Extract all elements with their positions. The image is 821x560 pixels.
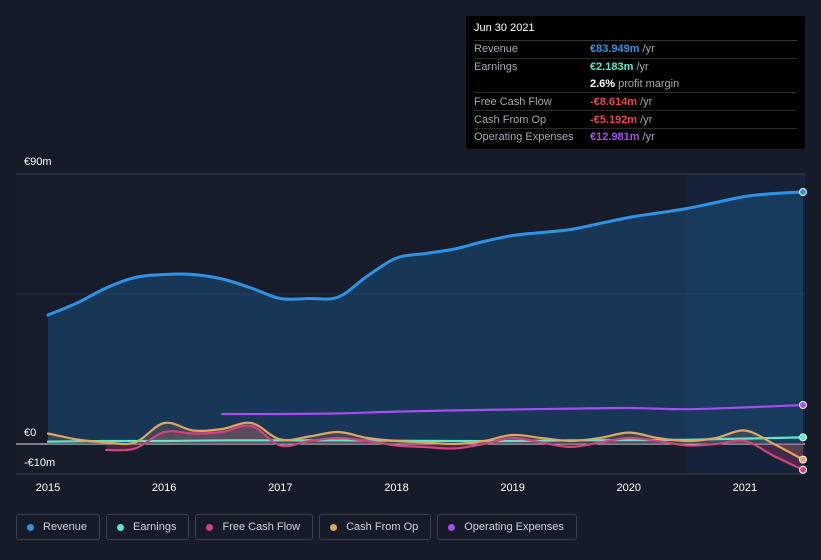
legend-dot-icon xyxy=(27,523,34,531)
legend-label: Revenue xyxy=(43,521,88,533)
tooltip-value: €83.949m xyxy=(590,43,640,56)
tooltip-unit: /yr xyxy=(636,61,649,74)
y-tick-label-zero: €0 xyxy=(24,427,37,439)
legend-item-cash-from-op[interactable]: Cash From Op xyxy=(319,514,432,540)
series-endpoint-free-cash-flow[interactable] xyxy=(799,465,807,474)
tooltip-label: Cash From Op xyxy=(474,113,547,126)
area-cash-from-op xyxy=(48,422,803,460)
y-tick-label-top: €90m xyxy=(24,156,52,168)
series-endpoint-cash-from-op[interactable] xyxy=(799,455,807,464)
series-line-cash-from-op xyxy=(46,421,805,461)
chart-legend: Revenue Earnings Free Cash Flow Cash Fro… xyxy=(16,514,577,540)
x-tick-label: 2020 xyxy=(617,482,641,494)
series-line-revenue xyxy=(46,190,805,317)
legend-item-free-cash-flow[interactable]: Free Cash Flow xyxy=(195,514,314,540)
x-tick-label: 2021 xyxy=(733,482,757,494)
legend-item-operating-expenses[interactable]: Operating Expenses xyxy=(437,514,577,540)
tooltip-unit: /yr xyxy=(642,43,655,56)
tooltip-label: Earnings xyxy=(474,61,518,74)
y-tick-label-bottom: -€10m xyxy=(24,457,56,469)
tooltip-unit: /yr xyxy=(640,95,653,108)
series-endpoint-operating-expenses[interactable] xyxy=(799,401,807,409)
legend-dot-icon xyxy=(448,523,456,531)
x-tick-label: 2018 xyxy=(384,482,408,494)
tooltip-row-opex: Operating Expenses €12.981m /yr xyxy=(474,129,797,146)
tooltip-unit: /yr xyxy=(642,131,655,144)
x-tick-label: 2017 xyxy=(268,482,292,494)
tooltip-value: 2.6% xyxy=(590,77,616,90)
x-tick-label: 2015 xyxy=(36,482,60,494)
legend-dot-icon xyxy=(117,523,125,531)
tooltip-label: Revenue xyxy=(474,43,519,56)
legend-label: Earnings xyxy=(133,521,177,533)
area-revenue xyxy=(48,192,803,444)
legend-item-revenue[interactable]: Revenue xyxy=(16,514,101,540)
tooltip-unit: /yr xyxy=(640,113,653,126)
legend-label: Cash From Op xyxy=(346,521,419,533)
legend-dot-icon xyxy=(330,523,338,531)
tooltip-row-earnings: Earnings €2.183m /yr xyxy=(474,59,797,76)
series-endpoint-earnings[interactable] xyxy=(799,433,807,442)
tooltip-value: €12.981m xyxy=(590,131,640,144)
tooltip-row-margin: 2.6% profit margin xyxy=(474,76,797,94)
series-line-free-cash-flow xyxy=(104,424,805,471)
tooltip-row-revenue: Revenue €83.949m /yr xyxy=(474,41,797,59)
legend-dot-icon xyxy=(206,523,214,531)
tooltip-row-cfo: Cash From Op -€5.192m /yr xyxy=(474,111,797,129)
x-tick-label: 2016 xyxy=(152,482,176,494)
tooltip-value: €2.183m xyxy=(590,61,634,74)
tooltip-value: -€5.192m xyxy=(590,113,638,126)
legend-item-earnings[interactable]: Earnings xyxy=(106,514,190,540)
series-endpoint-revenue[interactable] xyxy=(799,188,807,196)
tooltip-value: -€8.614m xyxy=(590,95,638,108)
series-line-operating-expenses xyxy=(221,403,805,416)
data-tooltip: Jun 30 2021 Revenue €83.949m /yr Earning… xyxy=(466,16,805,149)
x-tick-label: 2019 xyxy=(500,482,524,494)
tooltip-date: Jun 30 2021 xyxy=(474,22,797,41)
legend-label: Free Cash Flow xyxy=(222,521,301,533)
tooltip-label: Free Cash Flow xyxy=(474,95,552,108)
tooltip-label: Operating Expenses xyxy=(474,131,574,144)
legend-label: Operating Expenses xyxy=(464,521,564,533)
tooltip-unit: profit margin xyxy=(618,77,680,90)
tooltip-row-fcf: Free Cash Flow -€8.614m /yr xyxy=(474,93,797,112)
